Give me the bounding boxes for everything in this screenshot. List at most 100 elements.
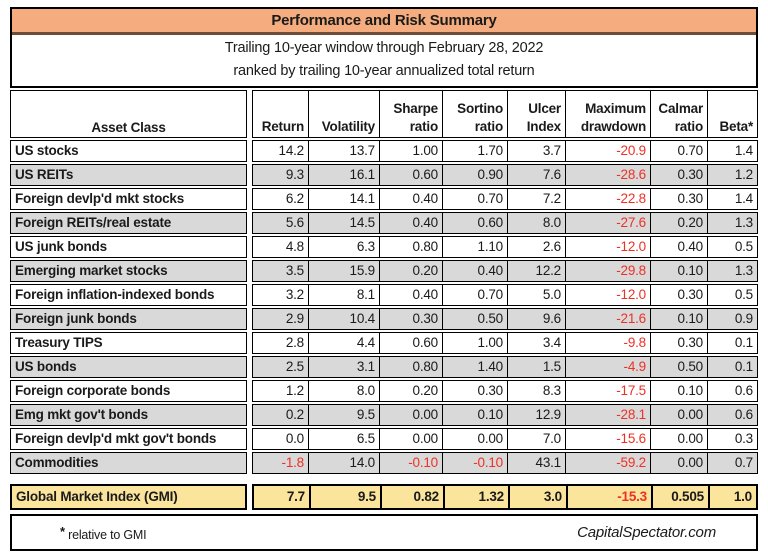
value-cell: 16.1 bbox=[308, 165, 379, 185]
value-cell: 0.30 bbox=[650, 165, 707, 185]
table-row: Foreign REITs/real estate 5.6 14.5 0.40 0.60… bbox=[10, 212, 758, 234]
column-header: Beta* bbox=[707, 91, 757, 137]
value-cell: 0.50 bbox=[442, 309, 507, 329]
header-columns: Return Volatility Sharpe ratio Sortino ratio U… bbox=[252, 90, 758, 138]
value-cell: 0.00 bbox=[650, 453, 707, 473]
table-row: Foreign corporate bonds 1.2 8.0 0.20 0.30 8.3… bbox=[10, 380, 758, 402]
value-cell: 14.0 bbox=[308, 453, 379, 473]
value-cell: 0.70 bbox=[442, 285, 507, 305]
asset-class-cell: Foreign corporate bonds bbox=[10, 380, 247, 402]
value-cell: 8.0 bbox=[507, 213, 565, 233]
subtitle: Trailing 10-year window through February… bbox=[12, 35, 756, 86]
value-cell: -21.6 bbox=[565, 309, 650, 329]
gmi-row: Global Market Index (GMI) 7.7 9.5 0.82 1.32 3… bbox=[10, 484, 758, 510]
value-cell: 0.60 bbox=[379, 165, 442, 185]
asset-class-cell: US bonds bbox=[10, 356, 247, 378]
table-header: Asset Class Return Volatility Sharpe ratio S… bbox=[10, 90, 758, 138]
value-cell: 0.1 bbox=[707, 357, 757, 377]
value-cell: 6.5 bbox=[308, 429, 379, 449]
value-cell: 9.3 bbox=[285, 167, 304, 182]
value-cell: 1.32 bbox=[443, 486, 508, 508]
value-cell: 0.00 bbox=[442, 429, 507, 449]
value-cell: -15.3 bbox=[566, 486, 651, 508]
table-body: US stocks 14.2 13.7 1.00 1.70 3.7 -20.9 0.70 1.4… bbox=[10, 140, 758, 474]
value-cell: 9.5 bbox=[309, 486, 380, 508]
table-row: Emerging market stocks 3.5 15.9 0.20 0.40 12.… bbox=[10, 260, 758, 282]
value-cell: 14.5 bbox=[308, 213, 379, 233]
asset-class-cell: Global Market Index (GMI) bbox=[10, 484, 247, 510]
value-cell: 0.40 bbox=[379, 213, 442, 233]
footnote-text: relative to GMI bbox=[64, 527, 147, 542]
value-cell: 0.82 bbox=[380, 486, 443, 508]
value-cell: -1.8 bbox=[281, 455, 305, 470]
report: Performance and Risk Summary Trailing 10… bbox=[10, 7, 758, 551]
value-cell: -17.5 bbox=[565, 381, 650, 401]
value-cell: 0.70 bbox=[650, 141, 707, 161]
value-cell: 43.1 bbox=[507, 453, 565, 473]
value-cell: -12.0 bbox=[565, 237, 650, 257]
table-row: Foreign devlp'd mkt gov't bonds 0.0 6.5 0.0… bbox=[10, 428, 758, 450]
asset-class-cell: Emg mkt gov't bonds bbox=[10, 404, 247, 426]
column-header: Return bbox=[261, 119, 305, 134]
value-cell: 0.6 bbox=[707, 405, 757, 425]
value-cell: 0.40 bbox=[379, 189, 442, 209]
value-cell: 0.5 bbox=[707, 237, 757, 257]
value-cell: 3.0 bbox=[508, 486, 566, 508]
value-cell: 0.60 bbox=[379, 333, 442, 353]
value-cell: 8.0 bbox=[308, 381, 379, 401]
value-cell: 0.1 bbox=[707, 333, 757, 353]
value-cell: 2.9 bbox=[285, 311, 304, 326]
value-cell: -4.9 bbox=[565, 357, 650, 377]
value-cell: 0.00 bbox=[650, 405, 707, 425]
value-cell: 0.80 bbox=[379, 357, 442, 377]
value-cell: -28.1 bbox=[565, 405, 650, 425]
value-cell: -20.9 bbox=[565, 141, 650, 161]
value-cell: 1.3 bbox=[707, 261, 757, 281]
table-row: Treasury TIPS 2.8 4.4 0.60 1.00 3.4 -9.8 0.30 0.… bbox=[10, 332, 758, 354]
value-cell: -59.2 bbox=[565, 453, 650, 473]
value-cell: 0.5 bbox=[707, 285, 757, 305]
column-header: Maximum drawdown bbox=[565, 91, 650, 137]
asset-class-cell: Commodities bbox=[10, 452, 247, 474]
title-box: Performance and Risk Summary Trailing 10… bbox=[10, 7, 758, 88]
footer: * relative to GMI CapitalSpectator.com bbox=[10, 514, 758, 551]
table-row: US bonds 2.5 3.1 0.80 1.40 1.5 -4.9 0.50 0.1 bbox=[10, 356, 758, 378]
value-cell: 0.00 bbox=[650, 429, 707, 449]
page-title: Performance and Risk Summary bbox=[12, 9, 756, 35]
value-cell: 7.2 bbox=[507, 189, 565, 209]
value-cell: 1.0 bbox=[708, 486, 756, 508]
value-cell: 10.4 bbox=[308, 309, 379, 329]
value-cell: 0.0 bbox=[285, 431, 304, 446]
value-cell: 0.00 bbox=[379, 405, 442, 425]
value-cell: 7.0 bbox=[507, 429, 565, 449]
asset-class-cell: Emerging market stocks bbox=[10, 260, 247, 282]
value-cell: 0.30 bbox=[379, 309, 442, 329]
footnote: * relative to GMI bbox=[60, 524, 147, 542]
value-cell: -9.8 bbox=[565, 333, 650, 353]
value-cell: 1.70 bbox=[442, 141, 507, 161]
value-cell: 5.6 bbox=[285, 215, 304, 230]
value-cell: 14.1 bbox=[308, 189, 379, 209]
value-cell: 7.6 bbox=[507, 165, 565, 185]
value-cell: 0.20 bbox=[379, 261, 442, 281]
asset-class-cell: Treasury TIPS bbox=[10, 332, 247, 354]
value-cell: 12.9 bbox=[507, 405, 565, 425]
value-cell: 0.10 bbox=[442, 405, 507, 425]
value-cell: 3.5 bbox=[285, 263, 304, 278]
table-row: US REITs 9.3 16.1 0.60 0.90 7.6 -28.6 0.30 1.2 bbox=[10, 164, 758, 186]
value-cell: 0.6 bbox=[707, 381, 757, 401]
value-cell: 0.2 bbox=[285, 407, 304, 422]
value-cell: 1.3 bbox=[707, 213, 757, 233]
column-header: Sortino ratio bbox=[442, 91, 507, 137]
value-cell: 1.00 bbox=[379, 141, 442, 161]
value-cell: 0.10 bbox=[650, 309, 707, 329]
value-cell: 2.5 bbox=[285, 359, 304, 374]
value-cell: 1.4 bbox=[707, 189, 757, 209]
value-cell: -28.6 bbox=[565, 165, 650, 185]
asset-class-cell: Foreign devlp'd mkt gov't bonds bbox=[10, 428, 247, 450]
value-cell: 6.2 bbox=[285, 191, 304, 206]
value-cell: 0.10 bbox=[650, 381, 707, 401]
value-cell: 15.9 bbox=[308, 261, 379, 281]
table-row: US junk bonds 4.8 6.3 0.80 1.10 2.6 -12.0 0.40 0… bbox=[10, 236, 758, 258]
value-cell: 2.8 bbox=[285, 335, 304, 350]
